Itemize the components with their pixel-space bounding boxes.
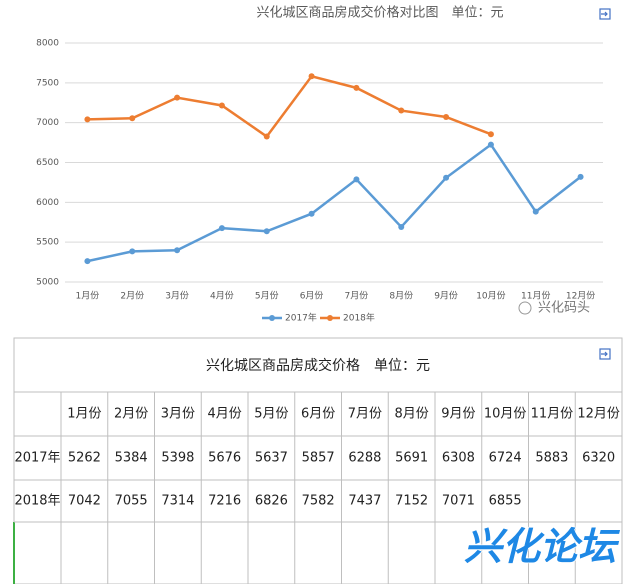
legend-label: 2018年: [343, 312, 375, 324]
table-cell: 6320: [582, 451, 615, 466]
point: [129, 115, 136, 122]
point: [353, 84, 360, 91]
table-cell: 5857: [302, 451, 335, 466]
x-tick-label: 9月份: [434, 290, 458, 302]
legend-marker: [269, 315, 275, 321]
table-cell: 7152: [395, 494, 428, 509]
x-tick-label: 4月份: [210, 290, 234, 302]
point: [532, 208, 539, 215]
y-tick-label: 5000: [36, 278, 59, 288]
point: [84, 116, 91, 123]
x-tick-label: 11月份: [521, 290, 550, 302]
table-cell: 7437: [348, 494, 381, 509]
point: [174, 94, 181, 101]
table-header-cell: 7月份: [348, 407, 382, 422]
table-cell: 5883: [535, 451, 568, 466]
table-cell: 7042: [68, 494, 101, 509]
table-cell: 6826: [255, 494, 288, 509]
table-header-cell: 3月份: [161, 407, 195, 422]
y-tick-label: 6500: [36, 158, 59, 168]
y-tick-label: 5500: [36, 238, 59, 248]
point: [577, 173, 584, 180]
watermark: 兴化论坛: [464, 525, 621, 569]
point: [129, 248, 136, 255]
export-icon[interactable]: [599, 348, 611, 360]
series-line: [87, 74, 492, 139]
table-header-cell: 2月份: [114, 407, 148, 422]
table-header-cell: 6月份: [301, 407, 335, 422]
x-tick-label: 3月份: [165, 290, 189, 302]
y-tick-label: 6000: [36, 198, 59, 208]
table-header-cell: 4月份: [207, 407, 241, 422]
y-tick-label: 8000: [36, 39, 59, 49]
point: [398, 107, 405, 114]
table-cell: 6724: [489, 451, 522, 466]
table-cell: 6855: [489, 494, 522, 509]
table-cell: 5384: [115, 451, 148, 466]
table-cell: 5676: [208, 451, 241, 466]
table-row-label: 2017年: [14, 451, 60, 466]
table-frame: [13, 337, 623, 584]
table-cell: 7582: [302, 494, 335, 509]
table-cell: 5262: [68, 451, 101, 466]
export-icon[interactable]: [599, 8, 611, 20]
x-tick-label: 6月份: [300, 290, 324, 302]
table-row-label: 2018年: [14, 494, 60, 509]
point: [84, 258, 91, 265]
series-line: [87, 142, 582, 263]
x-tick-label: 7月份: [345, 290, 369, 302]
point: [308, 73, 315, 80]
table-header-cell: 1月份: [67, 407, 101, 422]
table-cell: 7055: [115, 494, 148, 509]
watermark-icon: [518, 301, 532, 315]
point: [443, 114, 450, 121]
table-header-cell: 10月份: [484, 407, 527, 422]
table-cell: 6288: [348, 451, 381, 466]
point: [353, 176, 360, 183]
x-tick-label: 2月份: [120, 290, 144, 302]
table-title: 兴化城区商品房成交价格 单位：元: [206, 357, 430, 374]
x-tick-label: 1月份: [76, 290, 100, 302]
point: [398, 223, 405, 230]
point: [487, 141, 494, 148]
table-header-cell: 8月份: [394, 407, 428, 422]
x-tick-label: 10月份: [476, 290, 505, 302]
table-cell: 7314: [161, 494, 194, 509]
point: [487, 131, 494, 138]
point: [443, 174, 450, 181]
point: [308, 210, 315, 217]
legend-label: 2017年: [285, 312, 317, 324]
chart-title: 兴化城区商品房成交价格对比图 单位：元: [256, 5, 503, 21]
table-header-cell: 5月份: [254, 407, 288, 422]
x-tick-label: 5月份: [255, 290, 279, 302]
y-tick-label: 7500: [36, 78, 59, 88]
table-header-cell: 12月份: [577, 407, 620, 422]
table-cell: 7071: [442, 494, 475, 509]
point: [263, 133, 270, 140]
x-tick-label: 8月份: [389, 290, 413, 302]
table-header-cell: 11月份: [531, 407, 574, 422]
table-cell: 5637: [255, 451, 288, 466]
point: [218, 102, 225, 109]
table-header-cell: 9月份: [441, 407, 475, 422]
y-tick-label: 7000: [36, 118, 59, 128]
table-cell: 7216: [208, 494, 241, 509]
table-cell: 5691: [395, 451, 428, 466]
point: [218, 225, 225, 232]
watermark: 兴化码头: [538, 301, 590, 316]
legend-marker: [327, 315, 333, 321]
table-cell: 5398: [161, 451, 194, 466]
x-tick-label: 12月份: [566, 290, 595, 302]
point: [174, 247, 181, 254]
table-cell: 6308: [442, 451, 475, 466]
point: [263, 228, 270, 235]
